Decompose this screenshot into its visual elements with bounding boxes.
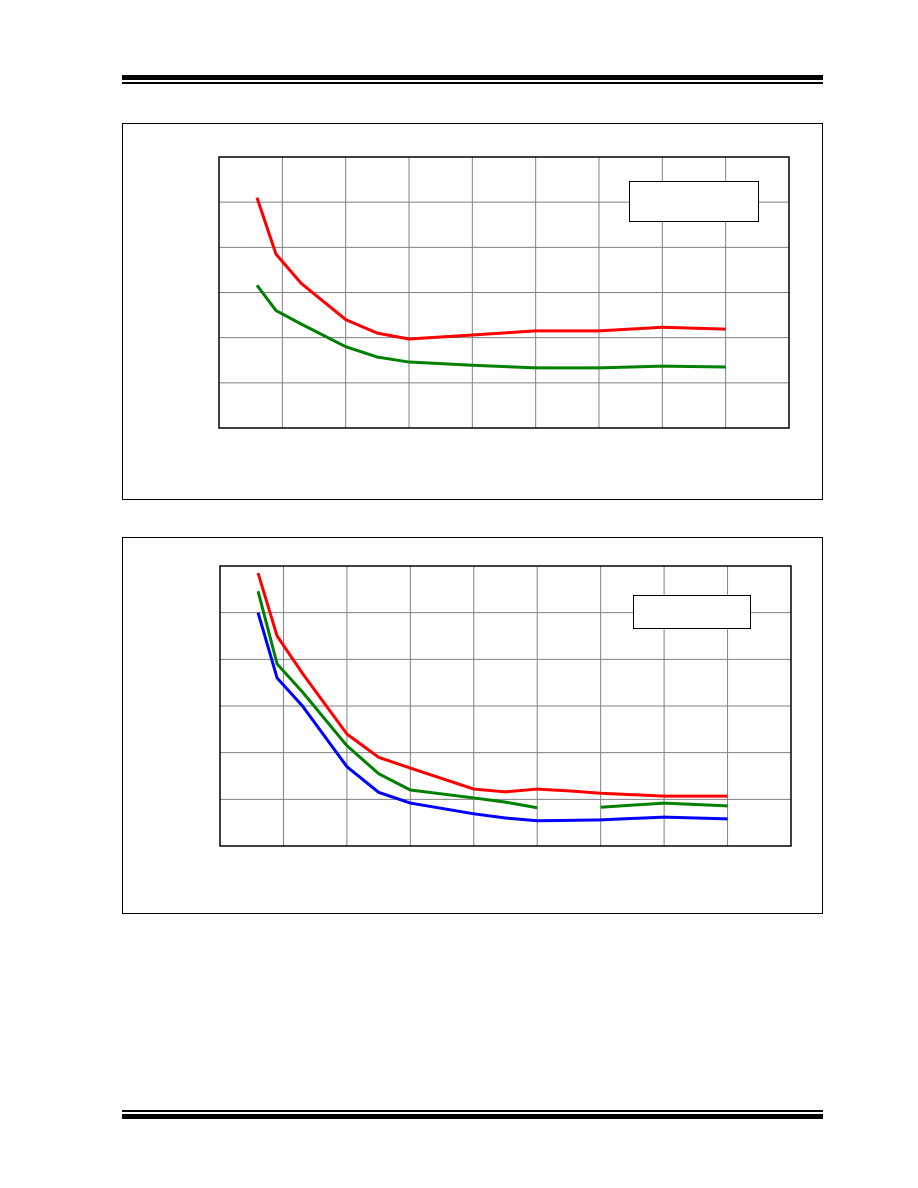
data-line [256,612,728,823]
header-rule [122,75,823,80]
legend-box [629,181,759,222]
footer-rule [122,1114,823,1119]
figure-frame [122,123,823,500]
legend-box [633,595,751,629]
data-line [255,197,726,341]
plot-border [218,156,790,429]
header-rule-thin [122,82,823,84]
data-line [256,572,728,798]
data-line [256,590,728,810]
footer-rule-thin [122,1110,823,1112]
plot-border [219,565,792,847]
figure-frame [122,537,823,914]
data-line [255,284,726,370]
